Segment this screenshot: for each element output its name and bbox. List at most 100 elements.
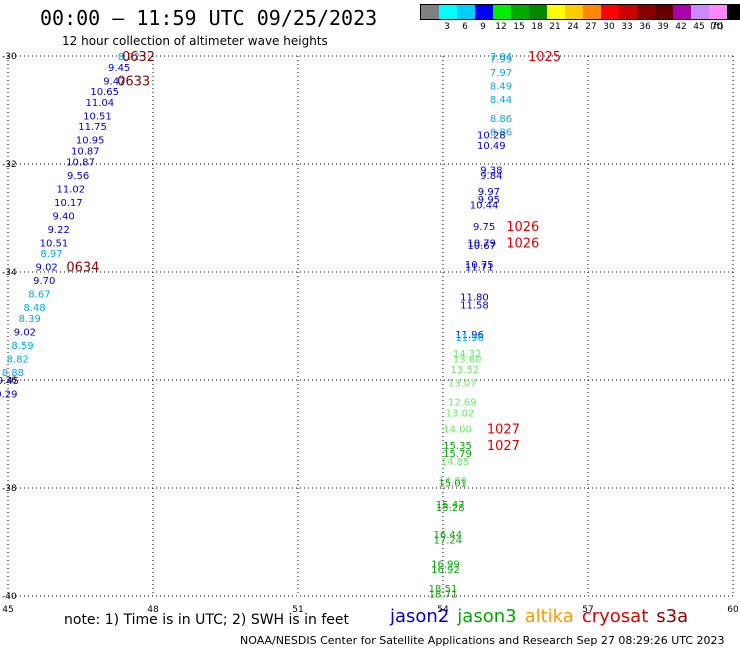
wave-height-value: 13.02 (446, 408, 475, 419)
legend-label: 33 (621, 22, 633, 32)
satellite-jason3: jason3 (457, 606, 517, 627)
legend-swatch (565, 5, 583, 19)
wave-height-value: 13.07 (448, 379, 477, 390)
pass-time-label: 0633 (117, 74, 150, 89)
wave-height-value: 9.45 (108, 63, 130, 74)
legend-swatch (511, 5, 529, 19)
y-tick-label: -32 (2, 160, 17, 170)
y-tick-label: -40 (2, 592, 17, 602)
y-tick-label: -36 (2, 376, 17, 386)
legend-label: 30 (603, 22, 615, 32)
legend-label: 39 (657, 22, 669, 32)
legend-swatch (493, 5, 511, 19)
pass-time-label: 1026 (506, 220, 539, 235)
wave-height-value: 15.35 (443, 441, 472, 452)
wave-height-value: 11.96 (455, 330, 484, 341)
legend-label: 36 (639, 22, 651, 32)
pass-time-label: 1027 (487, 423, 520, 438)
satellite-legend: jason2 jason3 altika cryosat s3a (390, 606, 688, 627)
wave-height-value: 8.97 (40, 249, 62, 260)
legend-swatch (709, 5, 727, 19)
x-tick-label: 48 (147, 605, 159, 615)
wave-height-value: 18.51 (429, 584, 458, 595)
wave-height-value: 8.82 (7, 354, 29, 365)
wave-height-value: 8.44 (490, 95, 512, 106)
wave-height-value: 10.28 (477, 130, 506, 141)
wave-height-value: 9.02 (14, 327, 36, 338)
legend-swatch (421, 5, 439, 19)
y-tick-label: -38 (2, 484, 17, 494)
satellite-jason2: jason2 (390, 606, 450, 627)
wave-height-value: 10.87 (71, 147, 100, 158)
x-tick-label: 51 (292, 605, 303, 615)
pass-time-label: 0634 (66, 261, 99, 276)
wave-height-value: 9.02 (36, 263, 58, 274)
satellite-s3a: s3a (656, 606, 689, 627)
wave-height-value: 13.60 (453, 354, 482, 365)
wave-height-value: 9.47 (103, 76, 125, 87)
y-tick-label: -30 (2, 52, 17, 62)
x-tick-label: 54 (437, 605, 449, 615)
wave-height-value: 10.79 (467, 238, 496, 249)
legend-label: 3 (444, 22, 450, 32)
legend-swatch (727, 5, 740, 19)
wave-height-value: 8.39 (19, 314, 41, 325)
wave-height-value: 8.22 (118, 52, 140, 63)
wave-height-value: 15.47 (436, 500, 465, 511)
legend-label: 24 (567, 22, 579, 32)
wave-height-value: 9.70 (33, 276, 55, 287)
legend-swatch (583, 5, 601, 19)
satellite-cryosat: cryosat (581, 606, 649, 627)
pass-time-label: 1025 (528, 50, 561, 65)
wave-height-value: 16.99 (431, 560, 460, 571)
wave-height-value: 10.49 (477, 141, 506, 152)
wave-height-value: 9.22 (48, 225, 70, 236)
legend-unit: (ft) (710, 22, 724, 32)
wave-height-value: 10.44 (470, 201, 499, 212)
wave-height-value: 11.71 (465, 263, 494, 274)
wave-height-value: 12.69 (448, 398, 477, 409)
wave-height-value: 8.59 (11, 341, 33, 352)
wave-height-value: 14.32 (453, 349, 482, 360)
wave-height-value: 18.71 (429, 589, 458, 600)
legend-swatches (420, 4, 740, 20)
y-tick-label: -34 (2, 268, 17, 278)
legend-swatch (673, 5, 691, 19)
legend-swatch (547, 5, 565, 19)
pass-time-label: 1027 (487, 439, 520, 454)
legend-label: 6 (462, 22, 468, 32)
wave-height-value: 9.38 (480, 165, 502, 176)
wave-height-value: 9.56 (67, 171, 89, 182)
wave-height-value: 10.51 (83, 111, 112, 122)
page-title: 00:00 – 11:59 UTC 09/25/2023 (40, 6, 378, 30)
wave-height-value: 8.67 (28, 290, 50, 301)
legend-label: 27 (585, 22, 597, 32)
wave-height-value: 10.29 (0, 390, 17, 401)
wave-height-value: 7.99 (490, 55, 512, 66)
wave-height-value: 10.75 (465, 260, 494, 271)
wave-height-value: 8.48 (23, 303, 45, 314)
wave-height-value: 16.44 (434, 530, 463, 541)
legend-labels: 3 6 9 12 15 18 21 24 27 30 33 36 39 42 45 70 (420, 22, 740, 32)
pass-time-label: 1026 (506, 236, 539, 251)
wave-height-value: 11.96 (455, 333, 484, 344)
wave-height-value: 15.28 (436, 503, 465, 514)
wave-height-value: 7.84 (490, 52, 512, 63)
wave-height-value: 10.67 (467, 241, 496, 252)
page-subtitle: 12 hour collection of altimeter wave hei… (62, 34, 328, 48)
legend-label: 42 (675, 22, 687, 32)
legend-swatch (529, 5, 547, 19)
legend-label: 21 (549, 22, 561, 32)
legend-label: 70 (711, 22, 723, 32)
legend-swatch (637, 5, 655, 19)
legend-label: 18 (531, 22, 543, 32)
wave-height-value: 13.52 (450, 365, 479, 376)
wave-height-value: 10.51 (40, 238, 69, 249)
legend-swatch (439, 5, 457, 19)
x-tick-label: 45 (2, 605, 13, 615)
legend-swatch (691, 5, 709, 19)
wave-height-value: 14.00 (443, 425, 472, 436)
satellite-altika: altika (524, 606, 574, 627)
credit-line: NOAA/NESDIS Center for Satellite Applica… (240, 634, 725, 647)
legend-swatch (475, 5, 493, 19)
